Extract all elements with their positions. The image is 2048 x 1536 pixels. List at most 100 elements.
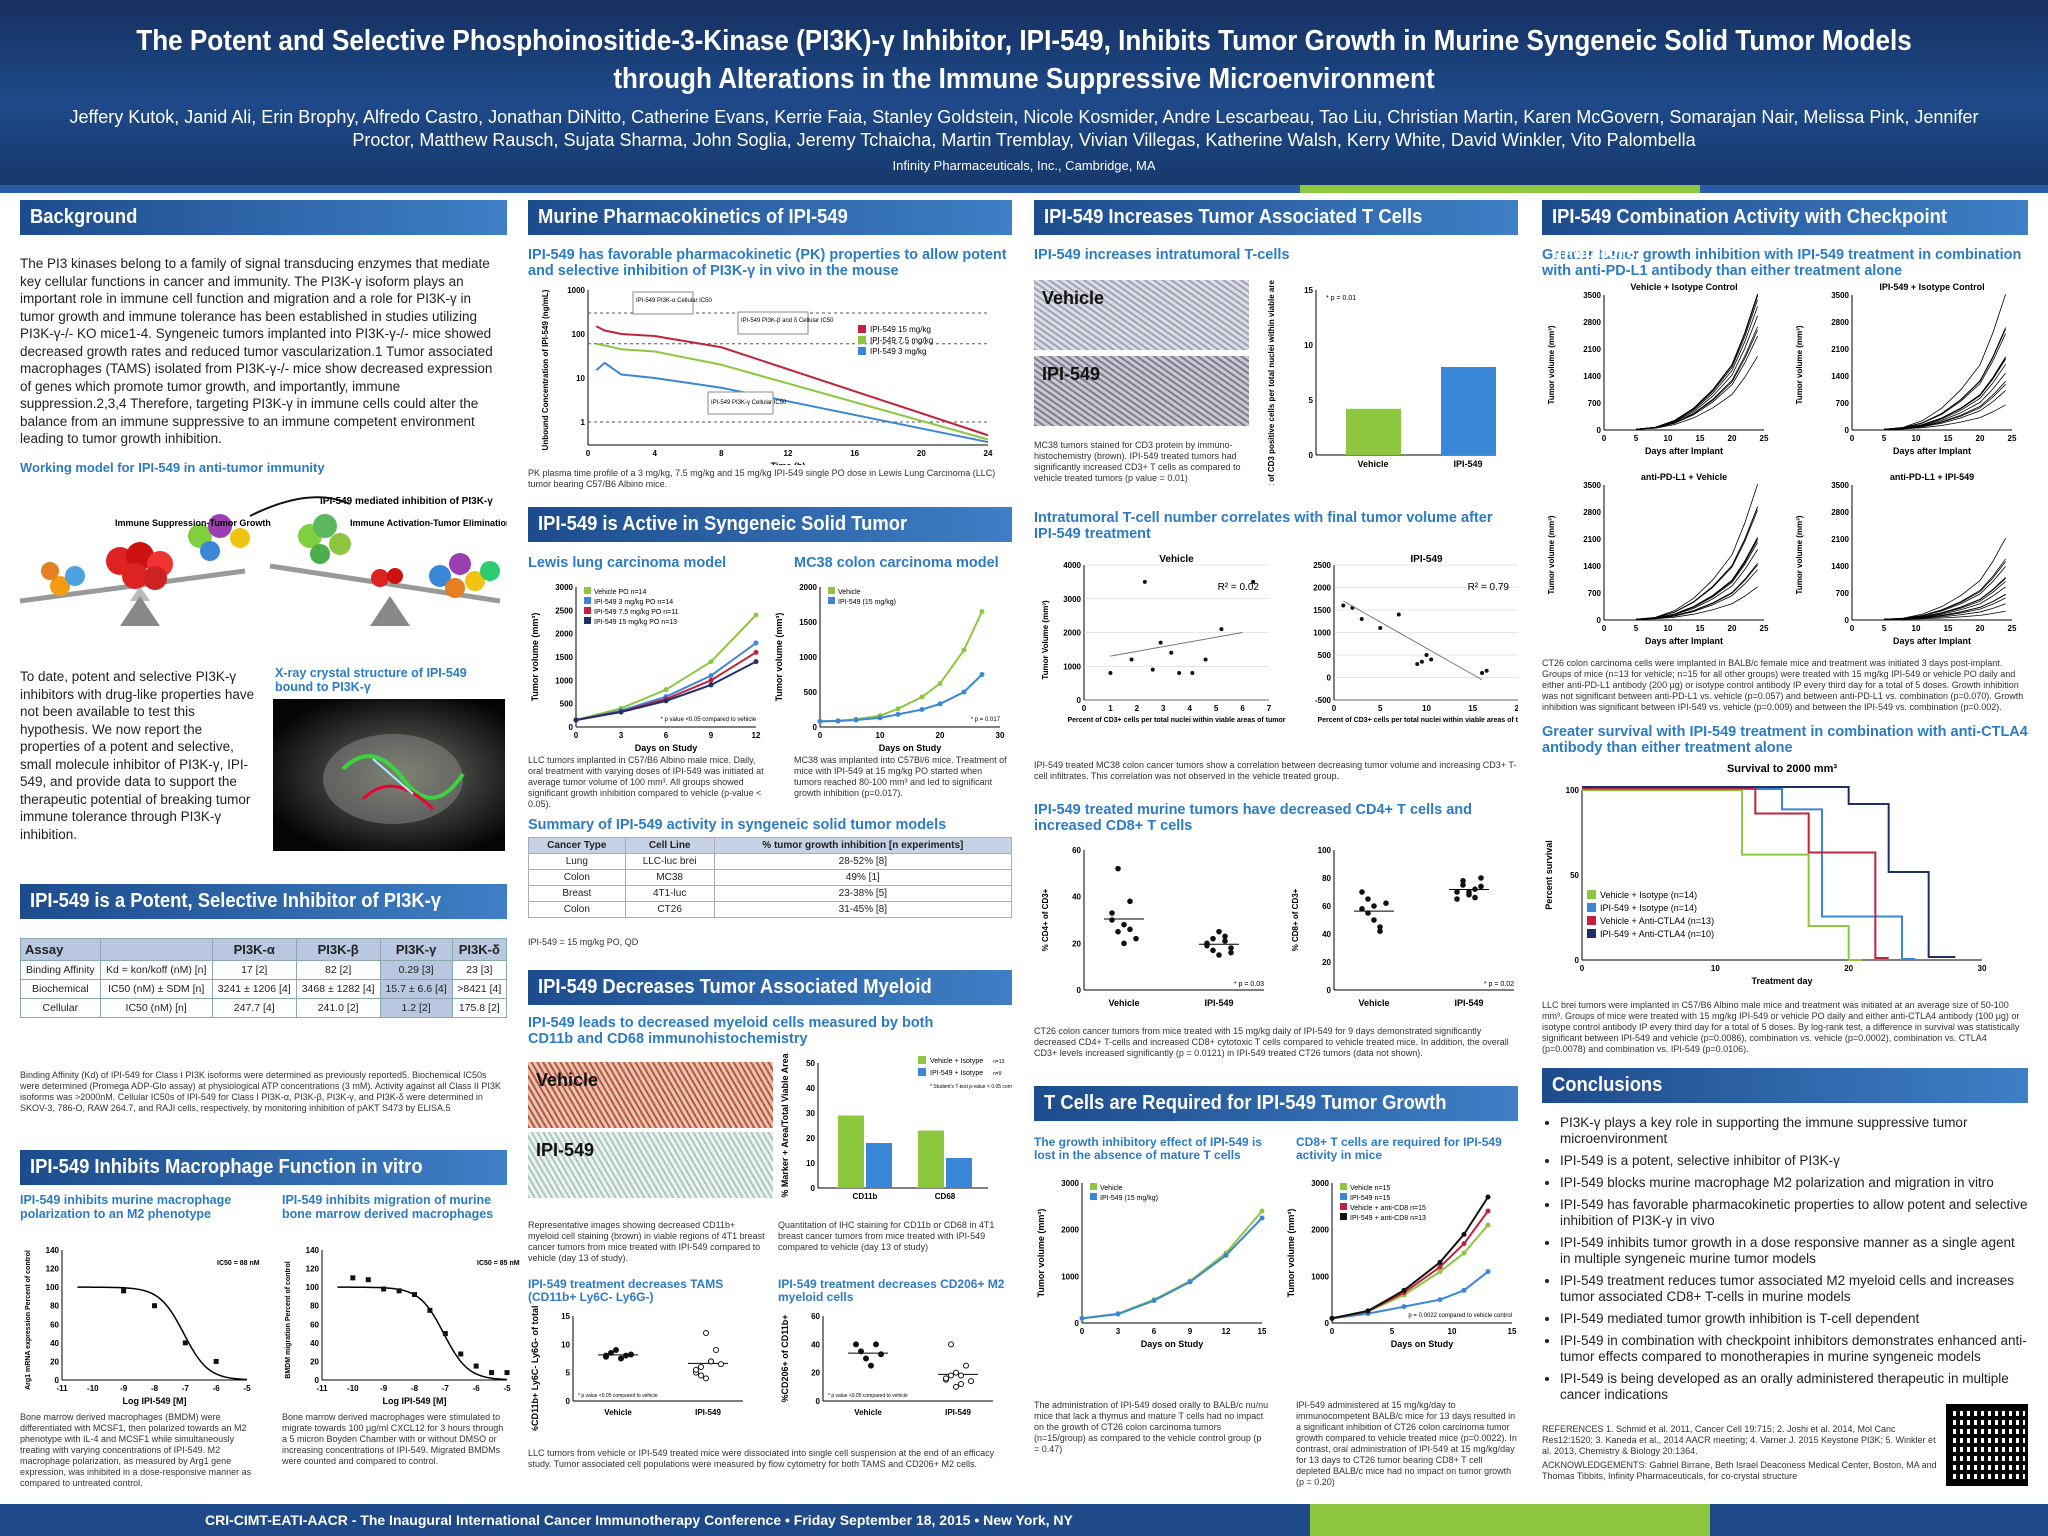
data-point bbox=[121, 1288, 127, 1294]
macro-left-title: IPI-549 inhibits murine macrophage polar… bbox=[20, 1193, 232, 1221]
data-point bbox=[1121, 940, 1127, 947]
panel-title: IPI-549 + Isotype Control bbox=[1879, 282, 1984, 292]
x-tick-label: 10 bbox=[1448, 1327, 1457, 1336]
data-point bbox=[1401, 1287, 1407, 1293]
y-tick-label: 20 bbox=[50, 1357, 59, 1366]
y-tick-label: 2100 bbox=[1831, 535, 1849, 544]
y-tick-label: 60 bbox=[50, 1320, 59, 1329]
x-tick-label: 15 bbox=[1944, 624, 1953, 633]
x-axis-label: Days after Implant bbox=[1893, 636, 1971, 646]
data-point bbox=[1377, 928, 1383, 934]
x-tick-label: -5 bbox=[243, 1384, 251, 1393]
survival-chart: 0 10 20 30 0 50 100 Treatment day Percent surviv… bbox=[1544, 763, 1987, 986]
footer: CRI-CIMT-EATI-AACR - The Inaugural Inter… bbox=[0, 1504, 2048, 1536]
x-axis-label: Days after Implant bbox=[1645, 636, 1723, 646]
y-tick-label: 1000 bbox=[1061, 1272, 1079, 1281]
label-box bbox=[737, 311, 809, 335]
m2-dose-response-chart: -11 -10 -9 -8 -7 -6 -5 0 20 40 60 80 100 120 140 Log IP… bbox=[25, 1246, 260, 1406]
data-point bbox=[1478, 883, 1484, 890]
label-box bbox=[632, 291, 694, 315]
title-banner: The Potent and Selective Phosphoinositid… bbox=[0, 0, 2048, 185]
data-point bbox=[1222, 938, 1228, 944]
y-axis-label: Tumor Volume (mm³) bbox=[1041, 600, 1050, 680]
data-point bbox=[868, 1362, 874, 1369]
x-tick-label: 5 bbox=[1390, 1327, 1395, 1336]
data-point bbox=[1383, 900, 1389, 906]
panel-title: Vehicle + Isotype Control bbox=[1630, 282, 1737, 292]
tumor-curve bbox=[1883, 577, 2006, 620]
x-tick-label: 6 bbox=[1240, 704, 1245, 713]
y-axis-label: Tumor volume (mm³) bbox=[1286, 1209, 1296, 1298]
y-tick-label: 1500 bbox=[555, 653, 573, 662]
data-point bbox=[1150, 667, 1155, 672]
potent-heading: IPI-549 is a Potent, Selective Inhibitor… bbox=[20, 884, 507, 919]
data-point bbox=[863, 1355, 869, 1362]
series-line bbox=[595, 361, 989, 444]
x-tick-label: -6 bbox=[473, 1384, 481, 1393]
working-model-diagram: IPI-549 mediated inhibition of PI3K-γ Im… bbox=[19, 496, 512, 626]
y-tick-label: 10 bbox=[806, 1159, 815, 1168]
y-tick-label: 1400 bbox=[1583, 562, 1601, 571]
legend-label: IPI-549 15 mg/kg PO n=13 bbox=[594, 619, 677, 626]
data-point bbox=[381, 1286, 387, 1292]
data-point bbox=[1187, 1279, 1193, 1285]
tumor-curve bbox=[1635, 294, 1758, 430]
legend-swatch bbox=[584, 587, 591, 594]
x-tick-label: 5 bbox=[1378, 704, 1383, 713]
series-line bbox=[819, 673, 983, 723]
legend-label: IPI-549 3 mg/kg bbox=[870, 347, 926, 356]
data-point bbox=[1228, 949, 1234, 956]
tcells-subtitle: IPI-549 increases intratumoral T-cells bbox=[1034, 247, 1290, 263]
bar bbox=[1346, 408, 1401, 455]
qr-code[interactable] bbox=[1946, 1404, 2028, 1486]
data-point bbox=[412, 1292, 417, 1298]
x-axis-label: Log IPI-549 [M] bbox=[122, 1396, 186, 1406]
x-axis-label: Days after Implant bbox=[1893, 446, 1971, 456]
x-tick-label: -7 bbox=[442, 1384, 450, 1393]
x-tick-label: 10 bbox=[1912, 624, 1921, 633]
data-point bbox=[1484, 668, 1489, 673]
summary-table: Cancer Type Cell Line% tumor growth inhib… bbox=[528, 837, 1013, 918]
y-tick-label: 700 bbox=[1588, 589, 1602, 598]
data-point bbox=[919, 694, 925, 700]
llc-title: Lewis lung carcinoma model bbox=[528, 555, 727, 571]
y-tick-label: 0 bbox=[1327, 674, 1332, 683]
table-row: Binding Affinity Kd = kon/koff (nM) [n] 17… bbox=[20, 960, 508, 980]
data-point bbox=[1177, 671, 1182, 675]
y-tick-label: 0 bbox=[1325, 1319, 1330, 1328]
data-point bbox=[1158, 640, 1163, 645]
ic50-label: IC50 = 88 nM bbox=[217, 1260, 260, 1267]
y-tick-label: 1000 bbox=[1063, 662, 1081, 671]
y-tick-label: 50 bbox=[806, 1059, 815, 1068]
summary-title: Summary of IPI-549 activity in syngeneic… bbox=[528, 817, 947, 833]
legend-label: IPI-549 (15 mg/kg) bbox=[1100, 1195, 1158, 1202]
y-tick-label: 2800 bbox=[1831, 318, 1849, 327]
series-line bbox=[1081, 1210, 1263, 1320]
r-squared: R² = 0.02 bbox=[1218, 582, 1260, 593]
y-tick-label: 60 bbox=[1322, 902, 1331, 911]
data-point bbox=[1127, 926, 1133, 933]
combo-heading: IPI-549 Combination Activity with Checkp… bbox=[1542, 200, 2028, 263]
required-left-title: The growth inhibitory effect of IPI-549 … bbox=[1034, 1135, 1263, 1162]
y-tick-label: 0 bbox=[813, 723, 818, 732]
x-tick-label: 9 bbox=[1188, 1327, 1193, 1336]
tumor-curve bbox=[1883, 327, 2006, 430]
series-line bbox=[575, 642, 757, 721]
spider-plots: 0 5 10 15 20 25 0 700 1400 2100 2800 3500 Days after… bbox=[1547, 282, 2017, 646]
y-tick-label: 10 bbox=[561, 1340, 570, 1349]
legend-label: IPI-549 7.5 mg/kg bbox=[870, 336, 933, 345]
data-point bbox=[708, 682, 714, 688]
x-tick-label: 0 bbox=[1850, 624, 1855, 633]
macro-right-caption: Bone marrow derived macrophages were sti… bbox=[282, 1412, 504, 1466]
x-tick-label: 5 bbox=[1634, 434, 1639, 443]
data-point bbox=[1359, 889, 1365, 895]
data-point bbox=[853, 1341, 859, 1348]
syngeneic-heading: IPI-549 is Active in Syngeneic Solid Tum… bbox=[528, 507, 1012, 570]
y-tick-label: 3000 bbox=[555, 583, 573, 592]
correlation-title: Intratumoral T-cell number correlates wi… bbox=[1034, 510, 1493, 542]
tumor-curve bbox=[1635, 356, 1758, 430]
x-tick-label: CD68 bbox=[935, 1192, 956, 1201]
cd206-dot-plot: 0 20 40 60 %CD206+ of CD11b+ Vehicle IPI-549 * … bbox=[780, 1312, 993, 1417]
x-tick-label: 20 bbox=[1515, 704, 1518, 713]
data-point bbox=[473, 1363, 479, 1369]
